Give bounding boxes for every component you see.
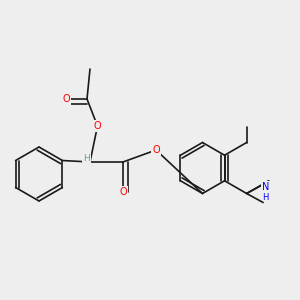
Text: H: H [83, 154, 90, 163]
Text: O: O [62, 94, 70, 104]
Text: O: O [119, 187, 127, 197]
Text: O: O [94, 121, 101, 131]
Text: H: H [262, 193, 269, 202]
Text: O: O [152, 145, 160, 155]
Text: N: N [262, 182, 269, 192]
